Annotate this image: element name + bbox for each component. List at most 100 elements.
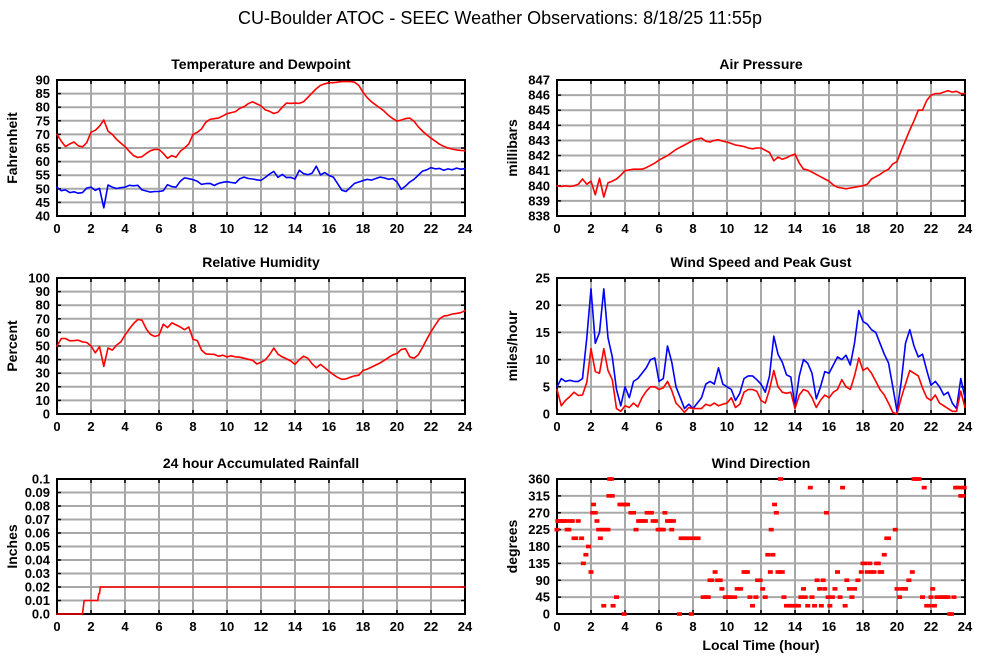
y-tick-label: 90: [536, 573, 550, 588]
y-axis-unit-label: degrees: [504, 519, 520, 573]
y-tick-label: 0.0: [32, 607, 50, 622]
y-tick-label: 20: [36, 379, 50, 394]
x-tick-label: 12: [254, 419, 268, 434]
x-tick-label: 20: [390, 619, 404, 634]
x-axis-title: Local Time (hour): [702, 637, 819, 653]
y-tick-label: 842: [528, 148, 550, 163]
x-tick-label: 2: [587, 221, 594, 236]
y-tick-label: 843: [528, 133, 550, 148]
series-temperature: [56, 80, 466, 160]
y-tick-label: 75: [36, 113, 50, 128]
chart-title: Air Pressure: [719, 56, 802, 72]
x-tick-label: 4: [621, 221, 629, 236]
x-tick-label: 6: [155, 419, 162, 434]
y-tick-label: 0.03: [25, 566, 50, 581]
x-tick-label: 0: [53, 619, 60, 634]
x-tick-label: 16: [822, 419, 836, 434]
x-tick-label: 18: [356, 221, 370, 236]
y-tick-label: 0: [43, 407, 50, 422]
y-tick-label: 225: [528, 522, 550, 537]
x-tick-label: 14: [288, 619, 303, 634]
x-tick-label: 8: [189, 221, 196, 236]
y-tick-label: 10: [36, 393, 50, 408]
x-tick-label: 12: [754, 619, 768, 634]
x-tick-label: 24: [458, 221, 473, 236]
x-tick-label: 4: [121, 619, 129, 634]
x-tick-label: 2: [87, 419, 94, 434]
y-tick-label: 270: [528, 505, 550, 520]
x-tick-label: 2: [87, 221, 94, 236]
y-axis-unit-label: Inches: [4, 524, 20, 569]
y-axis-unit-label: Fahrenheit: [4, 112, 20, 184]
y-tick-label: 10: [536, 352, 550, 367]
chart-title: 24 hour Accumulated Rainfall: [163, 455, 359, 471]
x-tick-label: 2: [587, 419, 594, 434]
y-tick-label: 839: [528, 193, 550, 208]
y-tick-label: 45: [536, 590, 550, 605]
x-tick-label: 8: [189, 419, 196, 434]
x-tick-label: 10: [220, 619, 234, 634]
x-tick-label: 20: [390, 221, 404, 236]
x-tick-label: 8: [189, 619, 196, 634]
x-tick-label: 12: [254, 619, 268, 634]
y-tick-label: 0.05: [25, 539, 50, 554]
y-tick-label: 85: [36, 86, 50, 101]
y-tick-label: 100: [28, 271, 50, 286]
y-axis-unit-label: miles/hour: [504, 310, 520, 381]
x-tick-label: 24: [958, 619, 973, 634]
y-tick-label: 80: [36, 100, 50, 115]
y-tick-label: 841: [528, 163, 550, 178]
x-tick-label: 8: [689, 619, 696, 634]
x-tick-label: 12: [254, 221, 268, 236]
x-tick-label: 16: [322, 619, 336, 634]
y-tick-label: 135: [528, 556, 550, 571]
y-tick-label: 0.06: [25, 526, 50, 541]
x-tick-label: 10: [720, 619, 734, 634]
x-tick-label: 24: [958, 221, 973, 236]
x-tick-label: 16: [822, 221, 836, 236]
x-tick-label: 6: [155, 221, 162, 236]
y-tick-label: 0.01: [25, 593, 50, 608]
y-tick-label: 90: [36, 284, 50, 299]
y-tick-label: 50: [36, 339, 50, 354]
x-tick-label: 2: [87, 619, 94, 634]
x-tick-label: 0: [553, 419, 560, 434]
y-tick-label: 180: [528, 539, 550, 554]
x-tick-label: 20: [890, 419, 904, 434]
x-tick-label: 0: [553, 619, 560, 634]
y-tick-label: 60: [36, 154, 50, 169]
x-tick-label: 4: [121, 419, 129, 434]
x-tick-label: 8: [689, 221, 696, 236]
y-tick-label: 55: [36, 168, 50, 183]
x-tick-label: 14: [788, 221, 803, 236]
x-tick-label: 0: [553, 221, 560, 236]
x-tick-label: 14: [288, 221, 303, 236]
x-tick-label: 6: [155, 619, 162, 634]
x-tick-label: 16: [822, 619, 836, 634]
y-tick-label: 90: [36, 73, 50, 88]
series-humidity: [56, 309, 466, 381]
y-tick-label: 5: [543, 379, 550, 394]
y-tick-label: 360: [528, 472, 550, 487]
y-tick-label: 847: [528, 73, 550, 88]
x-tick-label: 22: [924, 221, 938, 236]
x-tick-label: 18: [356, 419, 370, 434]
chart-title: Relative Humidity: [202, 254, 320, 270]
x-tick-label: 20: [390, 419, 404, 434]
y-tick-label: 0.04: [25, 553, 51, 568]
y-tick-label: 0.07: [25, 512, 50, 527]
x-tick-label: 2: [587, 619, 594, 634]
chart-title: Temperature and Dewpoint: [171, 56, 351, 72]
y-tick-label: 315: [528, 488, 550, 503]
x-tick-label: 12: [754, 419, 768, 434]
x-tick-label: 22: [924, 419, 938, 434]
x-tick-label: 14: [788, 619, 803, 634]
y-tick-label: 25: [536, 271, 550, 286]
x-tick-label: 24: [458, 619, 473, 634]
x-tick-label: 10: [720, 419, 734, 434]
x-tick-label: 4: [621, 619, 629, 634]
